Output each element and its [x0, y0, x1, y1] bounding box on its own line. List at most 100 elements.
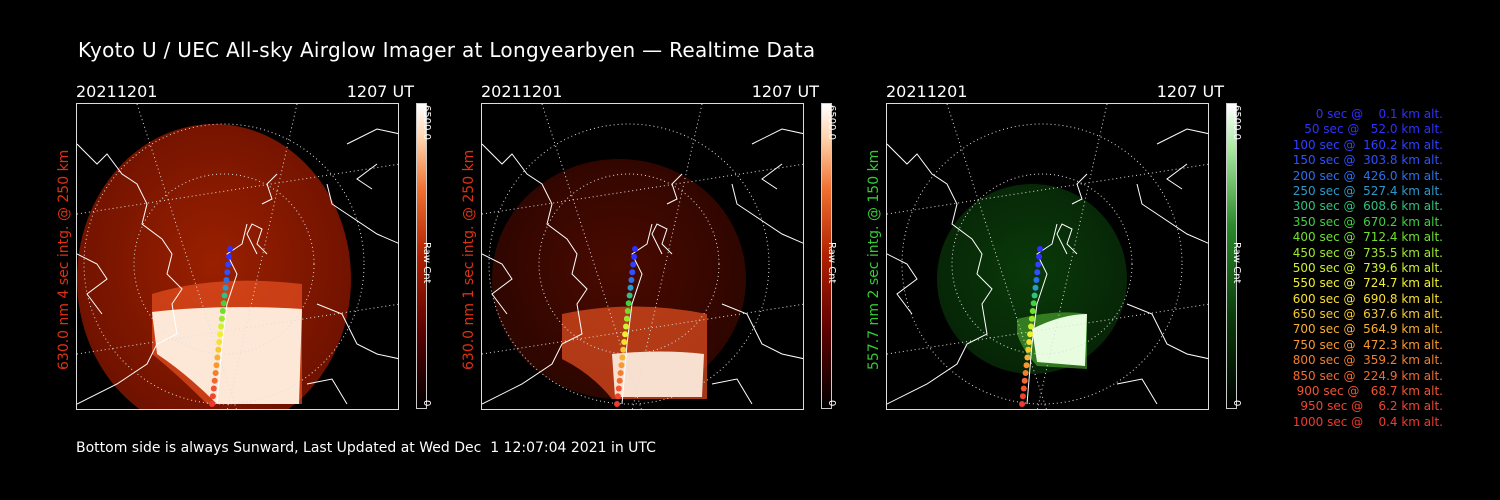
panel-557nm-2sec: 20211201 1207 UT 6500.0 Raw Cnt 0 — [886, 80, 1301, 430]
legend-row: 950 sec @ 6.2 km alt. — [1300, 399, 1443, 414]
trajectory-dot — [632, 246, 638, 252]
legend-row: 350 sec @ 670.2 km alt. — [1292, 214, 1443, 229]
wavelength-label: 630.0 nm 4 sec intg. @ 250 km — [56, 149, 72, 370]
trajectory-dot — [631, 253, 638, 260]
trajectory-dot — [1022, 370, 1029, 376]
colorbar-min-label: 0 — [421, 400, 432, 407]
trajectory-dot — [1021, 377, 1028, 384]
trajectory-dot — [1027, 331, 1034, 338]
trajectory-dot — [1019, 401, 1025, 407]
trajectory-dot — [226, 253, 233, 260]
trajectory-dot — [223, 277, 230, 283]
trajectory-dot — [1034, 269, 1041, 276]
trajectory-dot — [626, 292, 633, 299]
allsky-image — [886, 103, 1209, 410]
trajectory-dot — [209, 401, 215, 407]
trajectory-dot — [221, 292, 228, 299]
coastline — [887, 128, 1208, 405]
trajectory-dot — [222, 284, 229, 291]
colorbar-max-label: 6500.0 — [826, 105, 837, 140]
trajectory-dot — [215, 346, 222, 353]
trajectory-dot — [629, 269, 636, 276]
legend-row: 450 sec @ 735.5 km alt. — [1292, 245, 1443, 260]
colorbar-max-label: 6500.0 — [1231, 105, 1242, 140]
legend-row: 150 sec @ 303.8 km alt. — [1292, 153, 1443, 168]
legend-row: 850 sec @ 224.9 km alt. — [1292, 368, 1443, 383]
trajectory-dot — [1025, 346, 1032, 353]
legend-row: 750 sec @ 472.3 km alt. — [1292, 337, 1443, 352]
trajectory-dot — [1036, 253, 1043, 260]
panel-time: 1207 UT — [346, 82, 414, 101]
legend-row: 250 sec @ 527.4 km alt. — [1292, 183, 1443, 198]
trajectory-dot — [624, 308, 631, 314]
legend-row: 550 sec @ 724.7 km alt. — [1292, 276, 1443, 291]
panel-630nm-1sec: 20211201 1207 UT 6500.0 Raw Cnt 0 — [481, 80, 896, 430]
allsky-image — [76, 103, 399, 410]
trajectory-dot — [620, 346, 627, 353]
colorbar-unit-label: Raw Cnt — [1231, 242, 1242, 284]
footer-status: Bottom side is always Sunward, Last Upda… — [76, 440, 656, 456]
coastline — [77, 128, 398, 405]
trajectory-dot — [211, 377, 218, 384]
panel-date: 20211201 — [76, 82, 158, 101]
trajectory-dot — [618, 362, 625, 369]
legend-row: 900 sec @ 68.7 km alt. — [1296, 384, 1443, 399]
trajectory-dot — [227, 246, 233, 252]
colorbar-min-label: 0 — [1231, 400, 1242, 407]
trajectory-legend: 0 sec @ 0.1 km alt. 50 sec @ 52.0 km alt.… — [1262, 107, 1452, 430]
legend-row: 100 sec @ 160.2 km alt. — [1292, 137, 1443, 152]
trajectory-dot — [1028, 323, 1034, 330]
page-title: Kyoto U / UEC All-sky Airglow Imager at … — [78, 38, 816, 62]
trajectory-dot — [627, 284, 634, 291]
trajectory-dot — [1019, 393, 1026, 400]
colorbar-min-label: 0 — [826, 400, 837, 407]
legend-row: 800 sec @ 359.2 km alt. — [1292, 353, 1443, 368]
legend-row: 400 sec @ 712.4 km alt. — [1292, 230, 1443, 245]
colorbar-max-label: 6500.0 — [421, 105, 432, 140]
allsky-image — [481, 103, 804, 410]
legend-row: 0 sec @ 0.1 km alt. — [1315, 107, 1443, 121]
trajectory-dot — [218, 315, 225, 322]
trajectory-dot — [621, 339, 628, 345]
trajectory-dot — [622, 331, 629, 338]
colorbar-unit-label: Raw Cnt — [826, 242, 837, 284]
colorbar — [416, 103, 427, 409]
trajectory-dot — [614, 401, 620, 407]
trajectory-dot — [1037, 246, 1043, 252]
colorbar — [1226, 103, 1237, 409]
colorbar-unit-label: Raw Cnt — [421, 242, 432, 284]
trajectory-dot — [628, 277, 635, 283]
legend-row: 700 sec @ 564.9 km alt. — [1292, 322, 1443, 337]
colorbar — [821, 103, 832, 409]
panel-time: 1207 UT — [1156, 82, 1224, 101]
trajectory-dot — [214, 354, 221, 361]
panel-date: 20211201 — [481, 82, 563, 101]
legend-row: 500 sec @ 739.6 km alt. — [1292, 260, 1443, 275]
trajectory-dot — [224, 269, 231, 276]
trajectory-dot — [218, 323, 224, 330]
trajectory-dot — [210, 385, 217, 392]
trajectory-dot — [209, 393, 216, 400]
trajectory-dot — [1023, 362, 1030, 369]
trajectory-dot — [619, 354, 626, 361]
trajectory-dot — [220, 300, 227, 307]
trajectory-dot — [615, 385, 622, 392]
trajectory-dot — [1026, 339, 1033, 345]
trajectory-dot — [623, 315, 630, 322]
legend-row: 300 sec @ 608.6 km alt. — [1292, 199, 1443, 214]
legend-row: 1000 sec @ 0.4 km alt. — [1292, 414, 1443, 429]
trajectory-dot — [1024, 354, 1031, 361]
coastline — [482, 128, 803, 405]
trajectory-dot — [1030, 300, 1037, 307]
trajectory-dot — [217, 331, 224, 338]
trajectory-dot — [616, 377, 623, 384]
legend-row: 650 sec @ 637.6 km alt. — [1292, 307, 1443, 322]
trajectory-dot — [219, 308, 226, 314]
wavelength-label: 557.7 nm 2 sec intg. @ 150 km — [866, 149, 882, 370]
legend-row: 50 sec @ 52.0 km alt. — [1304, 122, 1443, 137]
panel-time: 1207 UT — [751, 82, 819, 101]
legend-row: 200 sec @ 426.0 km alt. — [1292, 168, 1443, 183]
trajectory-dot — [1028, 315, 1035, 322]
panel-date: 20211201 — [886, 82, 968, 101]
trajectory-dot — [1033, 277, 1040, 283]
